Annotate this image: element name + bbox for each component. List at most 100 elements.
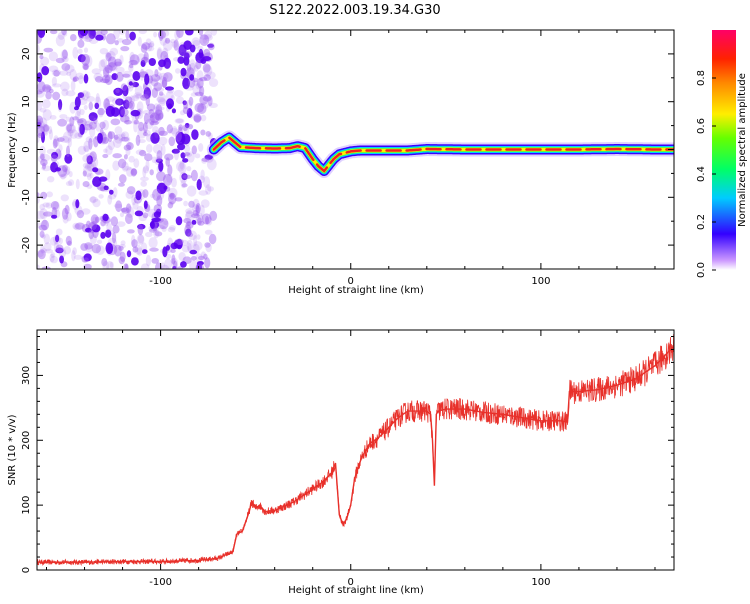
noise-blob [72,247,77,256]
noise-blob [167,164,173,176]
y-tick-label: 300 [21,366,32,385]
noise-blob [37,195,40,204]
noise-blob [40,123,48,136]
noise-blob [168,192,177,205]
noise-blob [92,167,99,173]
noise-blob [204,229,213,235]
noise-blob [102,74,111,84]
noise-blob [92,198,101,208]
noise-blob [181,183,188,188]
noise-blob [131,239,138,248]
noise-blob [169,225,176,231]
noise-blob [162,39,173,51]
noise-blob [89,172,94,179]
noise-blob [203,176,211,189]
noise-blob [106,50,116,61]
noise-blob [139,149,147,157]
noise-blob [58,237,64,245]
snr-y-label: SNR (10 * v/v) [7,414,18,485]
noise-blob [121,132,126,139]
noise-blob [37,250,44,258]
noise-blob [131,95,140,102]
spectrogram-x-label: Height of straight line (km) [288,285,424,296]
x-tick-label: -100 [149,577,172,588]
noise-blob [166,124,173,134]
noise-blob [139,68,146,78]
noise-blob [201,157,210,162]
noise-blob [123,154,128,160]
noise-blob [158,136,168,146]
noise-blob [206,71,216,79]
noise-blob [151,156,158,164]
noise-blob [185,99,193,112]
noise-blob [141,93,151,100]
noise-blob [193,113,202,123]
noise-blob [204,34,213,41]
noise-blob [189,62,196,74]
noise-blob [68,179,75,187]
noise-blob [115,200,123,212]
noise-blob [73,254,83,260]
noise-blob [139,68,145,81]
noise-blob [81,53,90,66]
noise-blob [202,96,212,102]
noise-blob [135,93,142,98]
noise-blob [186,221,192,226]
noise-blob [178,124,184,131]
noise-blob [205,184,212,195]
noise-blob [130,168,137,177]
noise-blob [129,51,135,63]
noise-blob [63,30,68,37]
x-tick-label: 0 [348,276,354,287]
noise-blob [141,42,151,50]
noise-blob [83,47,89,53]
noise-blob [137,224,144,236]
noise-blob [207,42,215,51]
noise-blob [141,56,150,63]
noise-blob [112,153,122,159]
noise-blob [181,245,190,253]
noise-blob [113,203,122,209]
noise-blob [112,187,118,198]
noise-blob [136,234,145,245]
noise-blob [92,216,98,225]
noise-blob [183,124,189,137]
noise-blob [193,65,199,72]
noise-blob [183,40,192,50]
noise-blob [190,92,198,97]
noise-blob [51,76,58,86]
noise-blob [192,204,200,212]
noise-blob [37,222,42,228]
noise-blob [196,262,202,269]
noise-blob [170,249,176,253]
snr-series-line [37,345,674,563]
noise-blob [172,265,177,269]
noise-blob [151,112,162,125]
noise-blob [101,136,109,144]
noise-blob [58,144,63,153]
noise-blob [50,201,60,210]
y-tick-label: 200 [21,431,32,450]
noise-blob [133,121,139,133]
noise-blob [98,107,104,118]
noise-blob [204,154,214,163]
noise-blob [49,129,53,141]
noise-blob [175,131,182,142]
noise-blob [88,30,96,39]
noise-blob [203,48,211,58]
noise-blob [112,225,120,234]
noise-blob [122,84,129,97]
noise-blob [37,249,46,260]
noise-blob [52,138,58,149]
noise-blob [83,257,89,263]
noise-blob [59,135,70,143]
noise-blob [107,131,113,143]
noise-blob [200,251,206,259]
noise-blob [132,246,139,253]
noise-blob [196,234,201,240]
noise-blob [148,58,156,66]
noise-blob [130,168,138,176]
noise-blob [60,49,69,61]
noise-blob [112,160,120,171]
